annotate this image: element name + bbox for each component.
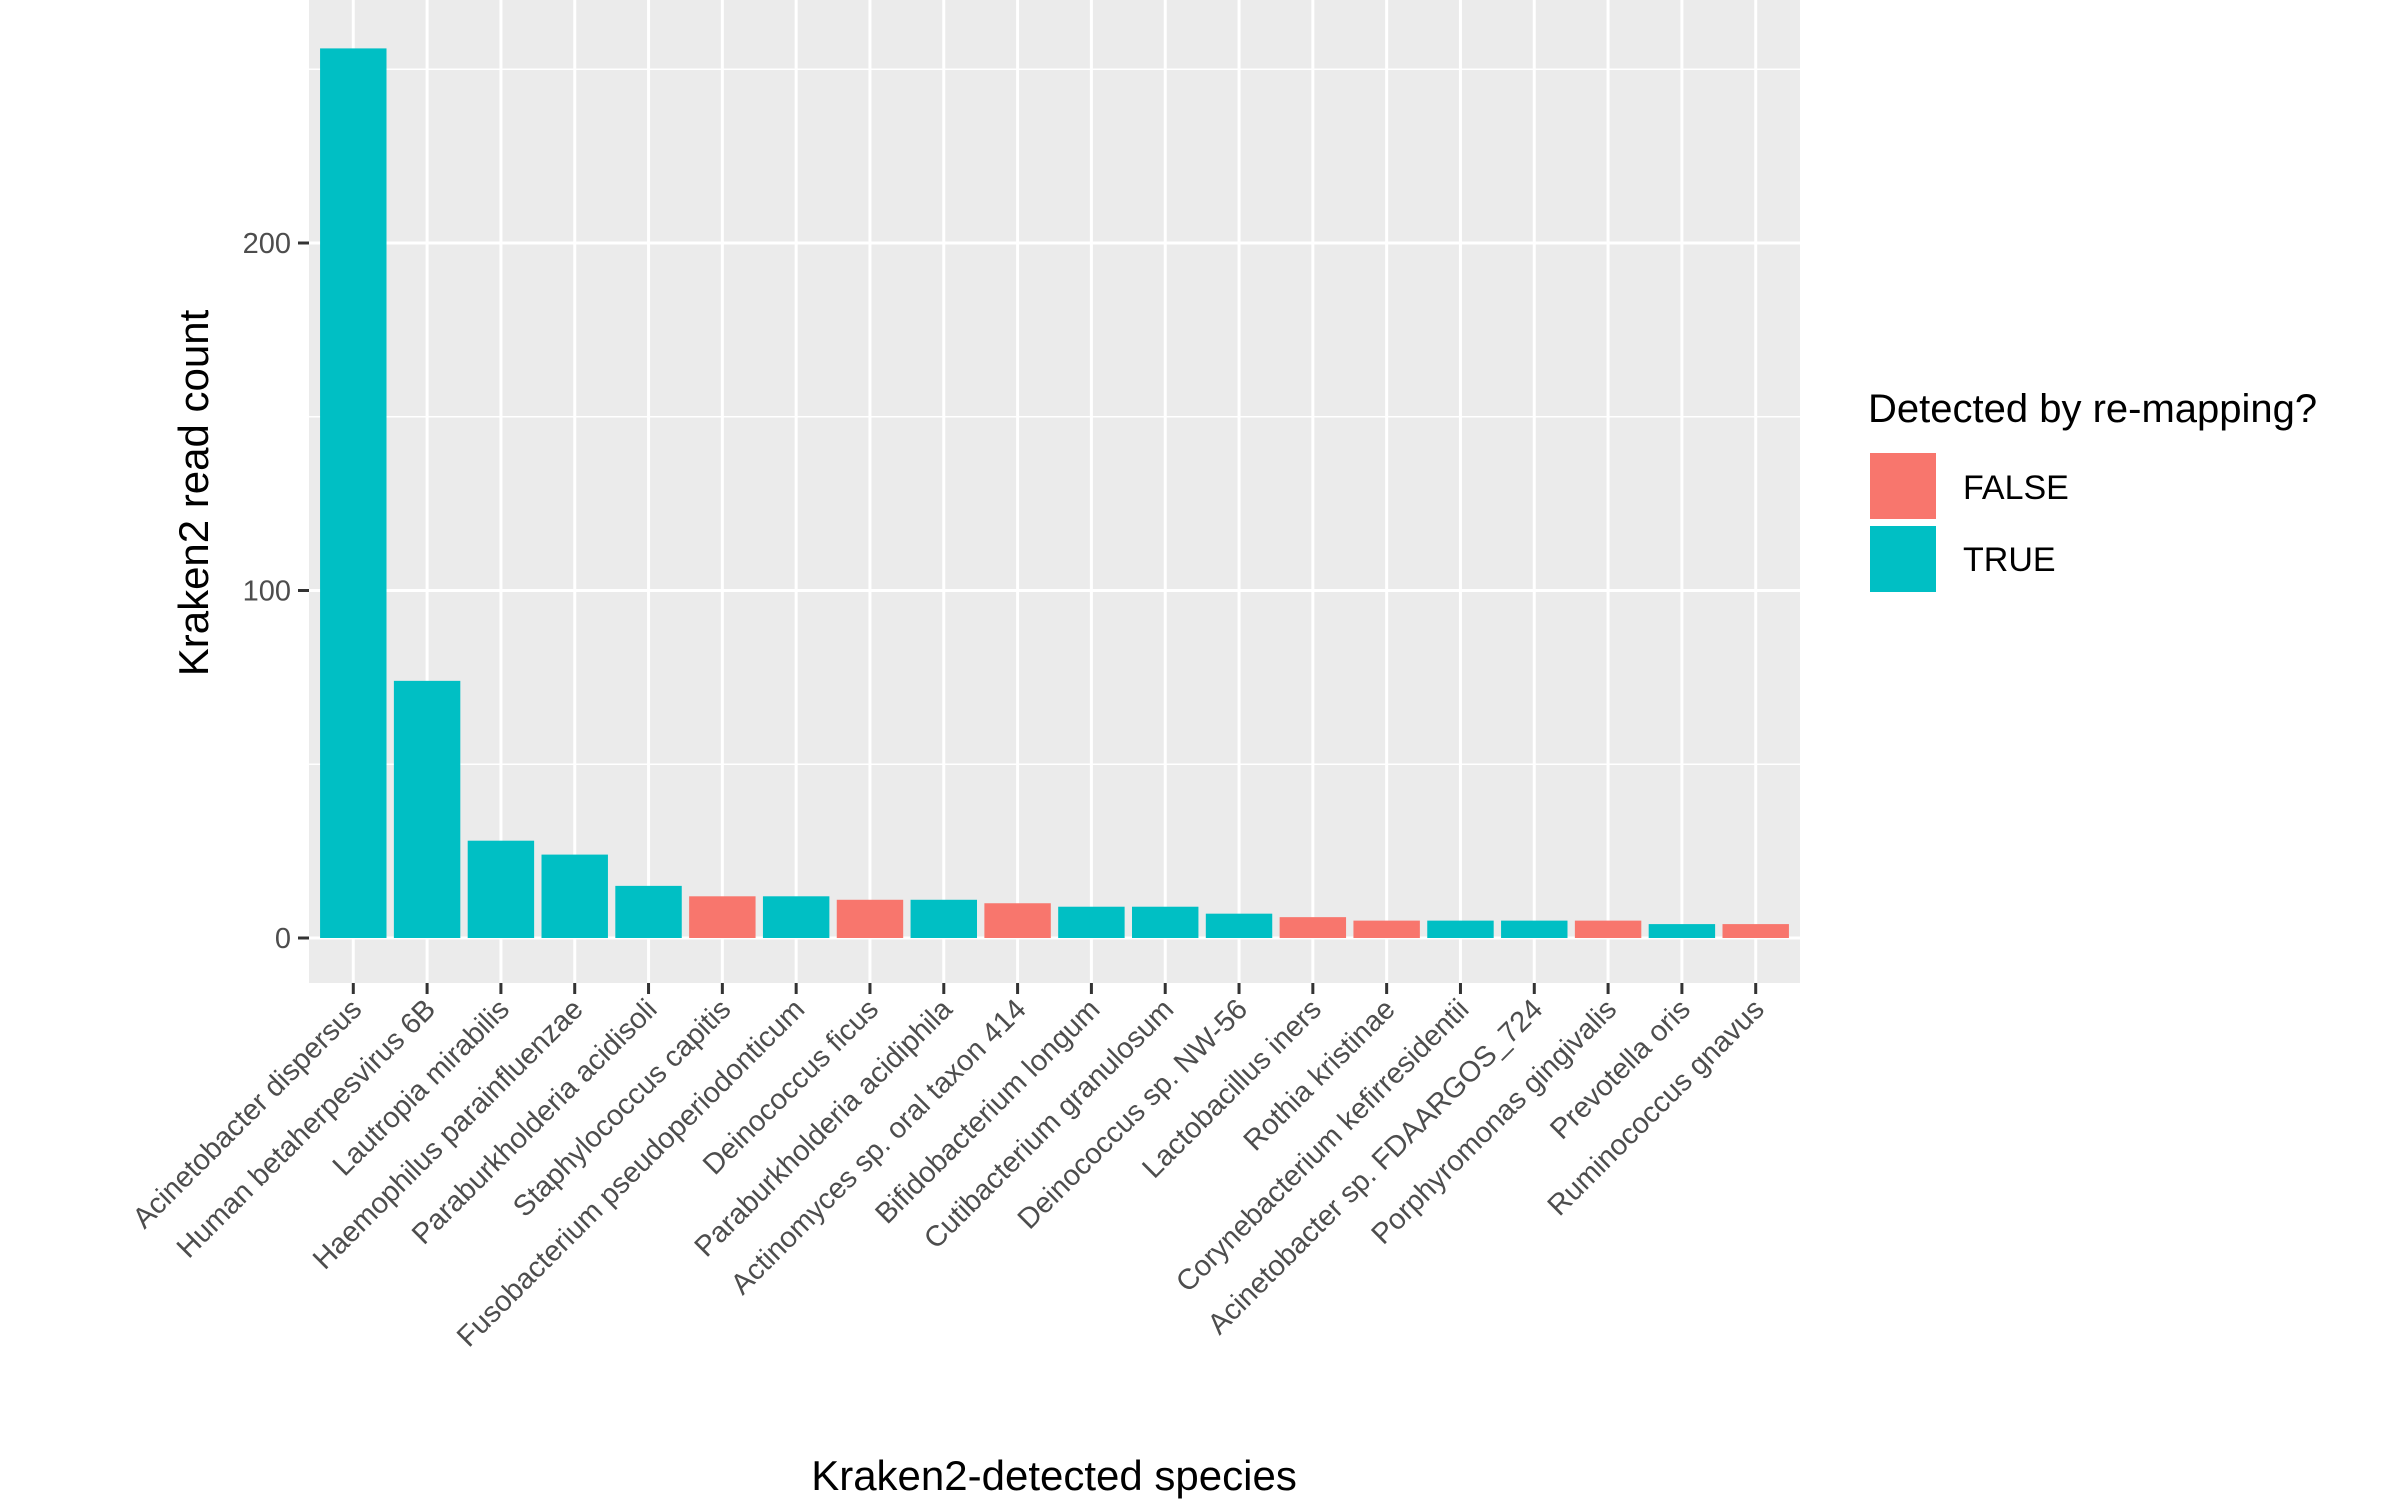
bar — [320, 48, 387, 938]
panel-background — [309, 0, 1800, 983]
bar — [1648, 924, 1716, 938]
bar — [1574, 920, 1642, 938]
legend-title: Detected by re-mapping? — [1868, 387, 2317, 431]
y-tick-label: 200 — [243, 228, 291, 260]
bar — [1205, 913, 1273, 938]
y-axis: 0 100 200 — [243, 228, 309, 955]
bar — [1132, 906, 1199, 938]
bar — [1501, 920, 1568, 938]
bar — [1279, 917, 1347, 938]
bar — [393, 680, 461, 938]
legend: Detected by re-mapping? FALSE TRUE — [1868, 387, 2317, 592]
bar — [762, 896, 830, 938]
bar — [1722, 924, 1789, 938]
bar — [541, 854, 608, 938]
bar — [467, 840, 535, 938]
bar — [615, 885, 682, 938]
bar — [1427, 920, 1494, 938]
bar — [836, 899, 904, 938]
plot-panel — [309, 0, 1800, 983]
legend-key-false — [1870, 453, 1936, 519]
y-axis-title: Kraken2 read count — [170, 309, 217, 676]
bar — [984, 903, 1051, 938]
bar — [689, 896, 756, 938]
legend-label-false: FALSE — [1963, 469, 2069, 507]
legend-label-true: TRUE — [1963, 541, 2056, 579]
legend-key-true — [1870, 526, 1936, 592]
bar — [910, 899, 977, 938]
bar — [1058, 906, 1125, 938]
y-tick-label: 0 — [275, 923, 291, 955]
bar — [1353, 920, 1420, 938]
x-axis-title: Kraken2-detected species — [811, 1452, 1297, 1499]
y-tick-label: 100 — [243, 576, 291, 608]
